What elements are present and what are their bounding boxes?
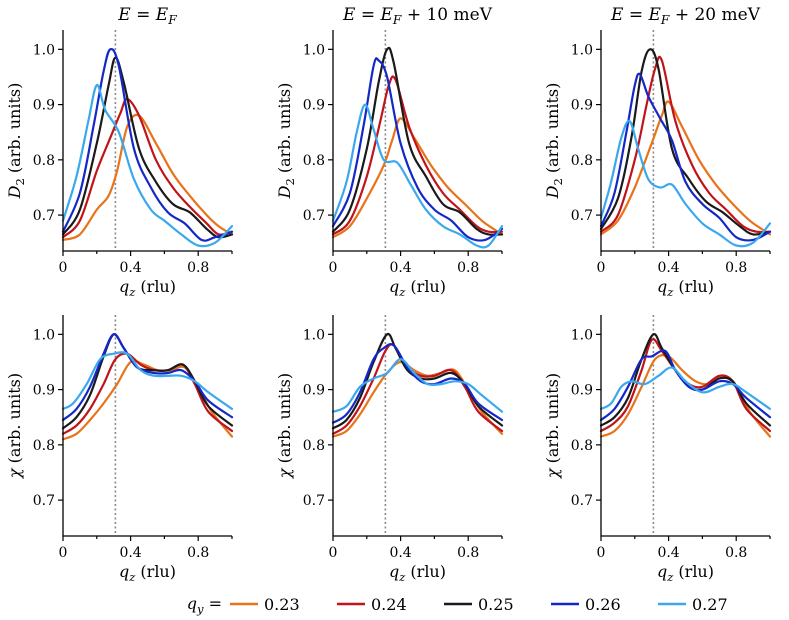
series-line-qy-0.25 [599,333,772,427]
y-tick-label: 0.7 [33,208,55,224]
y-tick-label: 0.7 [33,493,55,509]
y-axis-label: χ (arb. units) [5,373,24,479]
y-tick-label: 1.0 [303,327,325,343]
y-tick-label: 0.9 [303,98,325,114]
x-tick-label: 0 [597,260,606,276]
y-tick-label: 0.7 [571,208,593,224]
series-line-qy-0.26 [331,343,504,424]
y-tick-label: 0.8 [571,438,593,454]
panel-1: E = EF​ 0.7 0.8 0.9 1.0 0 0.4 0.8 qz​ (rlu) D2​ (… [5,5,234,299]
y-tick-label: 1.0 [571,327,593,343]
y-axis-label: χ (arb. units) [275,373,294,479]
x-tick-label: 0.4 [389,260,411,276]
panel-4: 0.7 0.8 0.9 1.0 0 0.4 0.8 qz​ (rlu) χ (arb. unit… [5,315,234,584]
x-axis-label: qz​ (rlu) [389,562,446,584]
series-line-qy-0.26 [331,57,504,242]
x-tick-label: 0 [59,260,68,276]
panel-title: E = EF​ + 10 meV [342,5,493,27]
y-tick-label: 0.8 [303,153,325,169]
y-tick-label: 0.9 [33,383,55,399]
y-tick-label: 1.0 [303,42,325,58]
series-line-qy-0.24 [61,352,234,435]
y-axis-label: D2​ (arb. units) [5,83,27,200]
panel-6: 0.7 0.8 0.9 1.0 0 0.4 0.8 qz​ (rlu) χ (arb. unit… [543,315,772,584]
axis-lines [600,30,770,252]
panel-title: E = EF​ + 20 meV [610,5,761,27]
x-axis-label: qz​ (rlu) [119,277,176,299]
y-tick-label: 1.0 [33,327,55,343]
y-tick-label: 0.8 [303,438,325,454]
series-line-qy-0.27 [599,119,772,248]
series-line-qy-0.27 [599,366,772,410]
panel-title: E = EF​ [117,5,177,27]
series-line-qy-0.24 [599,55,772,234]
series-line-qy-0.23 [599,100,772,236]
axis-lines [600,315,770,537]
series-line-qy-0.26 [599,72,772,242]
axis-lines [62,315,232,537]
y-tick-label: 0.9 [303,383,325,399]
legend-label-qy-0.26: 0.26 [585,595,621,614]
x-tick-label: 0.8 [187,260,209,276]
y-axis-label: D2​ (arb. units) [275,83,297,200]
series-line-qy-0.27 [61,84,234,248]
series-line-qy-0.23 [331,117,504,239]
panel-2: E = EF​ + 10 meV 0.7 0.8 0.9 1.0 0 0.4 0.8 qz​ (… [275,5,504,299]
series-line-qy-0.27 [331,358,504,413]
x-tick-label: 0.4 [119,260,141,276]
x-tick-label: 0.4 [657,260,679,276]
y-tick-label: 0.8 [33,438,55,454]
series-line-qy-0.27 [61,351,234,410]
x-tick-label: 0 [329,260,338,276]
y-tick-label: 0.8 [33,153,55,169]
series-line-qy-0.26 [61,333,234,422]
series-line-qy-0.24 [61,98,234,239]
x-tick-label: 0.8 [187,545,209,561]
y-axis-label: χ (arb. units) [543,373,562,479]
series-line-qy-0.27 [331,103,504,249]
x-tick-label: 0.8 [457,545,479,561]
y-tick-label: 0.7 [303,208,325,224]
x-tick-label: 0 [597,545,606,561]
x-tick-label: 0.4 [119,545,141,561]
y-tick-label: 1.0 [33,42,55,58]
legend: qy​ = 0.23 0.24 0.25 0.26 0.27 [187,594,728,616]
y-tick-label: 0.9 [571,98,593,114]
axis-lines [332,315,502,537]
y-axis-label: D2​ (arb. units) [543,83,565,200]
legend-label-qy-0.27: 0.27 [692,595,728,614]
legend-title: qy​ = [187,594,222,616]
x-tick-label: 0 [59,545,68,561]
x-tick-label: 0.4 [389,545,411,561]
axis-lines [332,30,502,252]
y-tick-label: 1.0 [571,42,593,58]
y-tick-label: 0.7 [571,493,593,509]
x-axis-label: qz​ (rlu) [657,277,714,299]
series-line-qy-0.25 [599,48,772,236]
x-tick-label: 0.8 [725,545,747,561]
x-axis-label: qz​ (rlu) [389,277,446,299]
x-tick-label: 0.4 [657,545,679,561]
series-line-qy-0.25 [61,56,234,239]
legend-label-qy-0.23: 0.23 [264,595,300,614]
series-line-qy-0.25 [331,46,504,236]
y-tick-label: 0.9 [571,383,593,399]
x-tick-label: 0.8 [725,260,747,276]
panel-5: 0.7 0.8 0.9 1.0 0 0.4 0.8 qz​ (rlu) χ (arb. unit… [275,315,504,584]
x-tick-label: 0.8 [457,260,479,276]
legend-label-qy-0.25: 0.25 [478,595,514,614]
x-axis-label: qz​ (rlu) [119,562,176,584]
series-line-qy-0.26 [61,47,234,242]
y-tick-label: 0.8 [571,153,593,169]
y-tick-label: 0.7 [303,493,325,509]
series-line-qy-0.25 [331,332,504,430]
y-tick-label: 0.9 [33,98,55,114]
panel-3: E = EF​ + 20 meV 0.7 0.8 0.9 1.0 0 0.4 0.8 qz​ (… [543,5,772,299]
x-axis-label: qz​ (rlu) [657,562,714,584]
x-tick-label: 0 [329,545,338,561]
legend-label-qy-0.24: 0.24 [371,595,407,614]
series-line-qy-0.24 [331,75,504,236]
